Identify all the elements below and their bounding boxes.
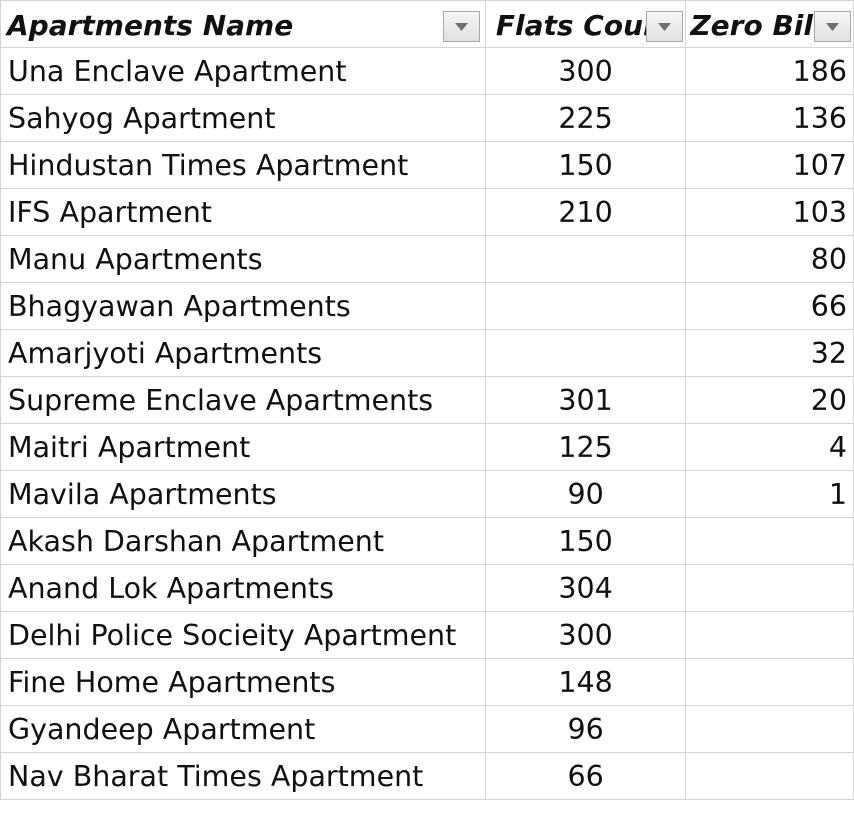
table-row: IFS Apartment 210 103 xyxy=(0,188,854,236)
dropdown-arrow-icon xyxy=(455,22,468,31)
flats-count-cell[interactable]: 66 xyxy=(484,752,687,800)
name-cell[interactable]: Manu Apartments xyxy=(0,235,486,283)
table-row: Una Enclave Apartment 300 186 xyxy=(0,47,854,95)
zero-bills-cell[interactable]: 107 xyxy=(685,141,854,189)
table-row: Amarjyoti Apartments 32 xyxy=(0,329,854,377)
table-row: Mavila Apartments 90 1 xyxy=(0,470,854,518)
flats-count-cell[interactable] xyxy=(484,282,687,330)
zero-bills-cell[interactable]: 136 xyxy=(685,94,854,142)
apartments-table: Apartments Name Flats Count Zero Bills xyxy=(0,0,854,800)
name-cell[interactable]: Hindustan Times Apartment xyxy=(0,141,486,189)
table-row: Maitri Apartment 125 4 xyxy=(0,423,854,471)
flats-count-cell[interactable]: 150 xyxy=(484,141,687,189)
name-cell[interactable]: Supreme Enclave Apartments xyxy=(0,376,486,424)
flats-count-cell[interactable]: 125 xyxy=(484,423,687,471)
table-row: Delhi Police Socieity Apartment 300 xyxy=(0,611,854,659)
zero-bills-cell[interactable] xyxy=(685,564,854,612)
name-cell[interactable]: Gyandeep Apartment xyxy=(0,705,486,753)
flats-count-cell[interactable]: 300 xyxy=(484,47,687,95)
name-cell[interactable]: Nav Bharat Times Apartment xyxy=(0,752,486,800)
flats-count-cell[interactable]: 148 xyxy=(484,658,687,706)
flats-count-cell[interactable]: 150 xyxy=(484,517,687,565)
name-cell[interactable]: Anand Lok Apartments xyxy=(0,564,486,612)
table-row: Hindustan Times Apartment 150 107 xyxy=(0,141,854,189)
header-row: Apartments Name Flats Count Zero Bills xyxy=(0,0,854,48)
flats-count-cell[interactable]: 90 xyxy=(484,470,687,518)
header-cell-flats-count[interactable]: Flats Count xyxy=(484,0,687,48)
header-cell-apartments-name[interactable]: Apartments Name xyxy=(0,0,486,48)
header-cell-zero-bills[interactable]: Zero Bills xyxy=(685,0,854,48)
table-row: Fine Home Apartments 148 xyxy=(0,658,854,706)
filter-dropdown-button-apartments-name[interactable] xyxy=(443,11,480,42)
name-cell[interactable]: Amarjyoti Apartments xyxy=(0,329,486,377)
zero-bills-cell[interactable] xyxy=(685,611,854,659)
name-cell[interactable]: IFS Apartment xyxy=(0,188,486,236)
dropdown-arrow-icon xyxy=(657,22,671,31)
table-row: Bhagyawan Apartments 66 xyxy=(0,282,854,330)
flats-count-cell[interactable]: 210 xyxy=(484,188,687,236)
zero-bills-cell[interactable]: 1 xyxy=(685,470,854,518)
name-cell[interactable]: Maitri Apartment xyxy=(0,423,486,471)
zero-bills-cell[interactable] xyxy=(685,658,854,706)
name-cell[interactable]: Bhagyawan Apartments xyxy=(0,282,486,330)
zero-bills-cell[interactable]: 103 xyxy=(685,188,854,236)
flats-count-cell[interactable]: 225 xyxy=(484,94,687,142)
zero-bills-cell[interactable]: 66 xyxy=(685,282,854,330)
table-row: Akash Darshan Apartment 150 xyxy=(0,517,854,565)
flats-count-cell[interactable]: 301 xyxy=(484,376,687,424)
flats-count-cell[interactable]: 304 xyxy=(484,564,687,612)
name-cell[interactable]: Mavila Apartments xyxy=(0,470,486,518)
name-cell[interactable]: Una Enclave Apartment xyxy=(0,47,486,95)
table-body: Una Enclave Apartment 300 186 Sahyog Apartm… xyxy=(0,47,854,800)
flats-count-cell[interactable] xyxy=(484,235,687,283)
dropdown-arrow-icon xyxy=(826,22,840,31)
table-row: Nav Bharat Times Apartment 66 xyxy=(0,752,854,800)
zero-bills-cell[interactable]: 80 xyxy=(685,235,854,283)
table-row: Gyandeep Apartment 96 xyxy=(0,705,854,753)
name-cell[interactable]: Fine Home Apartments xyxy=(0,658,486,706)
name-cell[interactable]: Akash Darshan Apartment xyxy=(0,517,486,565)
flats-count-cell[interactable] xyxy=(484,329,687,377)
zero-bills-cell[interactable]: 186 xyxy=(685,47,854,95)
name-cell[interactable]: Sahyog Apartment xyxy=(0,94,486,142)
table-row: Supreme Enclave Apartments 301 20 xyxy=(0,376,854,424)
table-row: Anand Lok Apartments 304 xyxy=(0,564,854,612)
zero-bills-cell[interactable] xyxy=(685,517,854,565)
filter-dropdown-button-flats-count[interactable] xyxy=(645,11,683,42)
zero-bills-cell[interactable]: 32 xyxy=(685,329,854,377)
name-cell[interactable]: Delhi Police Socieity Apartment xyxy=(0,611,486,659)
table-row: Sahyog Apartment 225 136 xyxy=(0,94,854,142)
table-row: Manu Apartments 80 xyxy=(0,235,854,283)
zero-bills-cell[interactable]: 4 xyxy=(685,423,854,471)
zero-bills-cell[interactable] xyxy=(685,705,854,753)
zero-bills-cell[interactable]: 20 xyxy=(685,376,854,424)
flats-count-cell[interactable]: 96 xyxy=(484,705,687,753)
filter-dropdown-button-zero-bills[interactable] xyxy=(814,11,852,42)
flats-count-cell[interactable]: 300 xyxy=(484,611,687,659)
zero-bills-cell[interactable] xyxy=(685,752,854,800)
header-label-apartments-name: Apartments Name xyxy=(7,9,294,42)
